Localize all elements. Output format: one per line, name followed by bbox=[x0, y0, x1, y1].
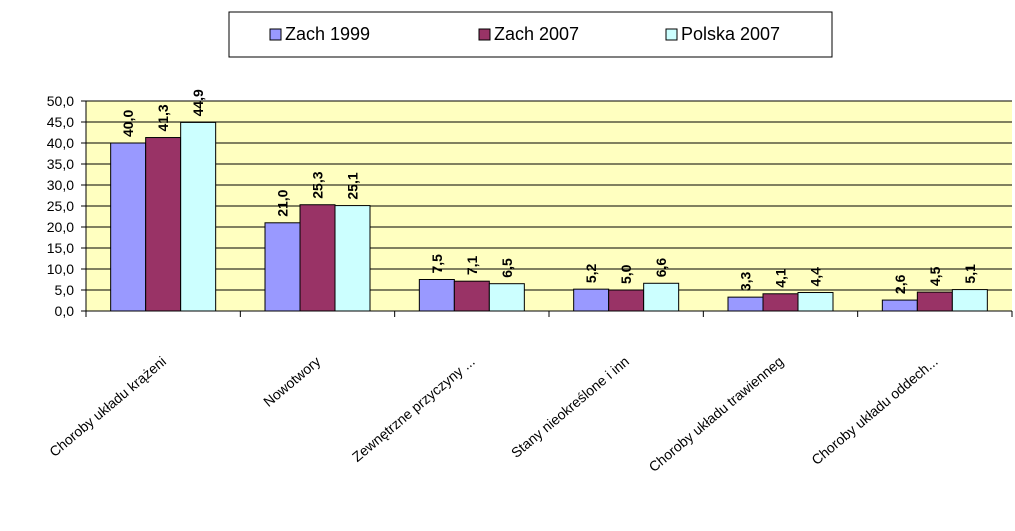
value-label: 21,0 bbox=[275, 189, 291, 216]
y-tick-label: 0,0 bbox=[55, 303, 75, 319]
value-label: 7,5 bbox=[429, 254, 445, 274]
legend-swatch bbox=[665, 28, 678, 41]
y-tick-label: 50,0 bbox=[47, 93, 74, 109]
legend: Zach 1999 Zach 2007 Polska 2007 bbox=[228, 11, 833, 58]
bar bbox=[488, 283, 525, 312]
bar bbox=[110, 142, 147, 312]
value-label: 6,5 bbox=[499, 258, 515, 278]
y-tick-label: 10,0 bbox=[47, 261, 74, 277]
y-tick-label: 5,0 bbox=[55, 282, 75, 298]
bar bbox=[762, 293, 799, 312]
value-label: 4,4 bbox=[808, 267, 824, 287]
x-tick-label: Stany nieokreślone i inn bbox=[508, 353, 632, 461]
value-label: 40,0 bbox=[120, 110, 136, 137]
bar bbox=[264, 222, 301, 312]
bar bbox=[608, 289, 645, 312]
value-label: 5,1 bbox=[962, 264, 978, 284]
x-tick-label: Choroby układu krążeni bbox=[46, 353, 169, 460]
bar bbox=[418, 279, 455, 312]
legend-swatch bbox=[269, 28, 282, 41]
y-tick-label: 45,0 bbox=[47, 114, 74, 130]
bar bbox=[797, 292, 834, 312]
value-label: 4,5 bbox=[927, 266, 943, 286]
legend-label: Zach 2007 bbox=[494, 24, 579, 44]
value-label: 2,6 bbox=[892, 274, 908, 294]
value-label: 6,6 bbox=[653, 258, 669, 278]
x-tick-label: Zewnętrzne przyczyny ... bbox=[349, 353, 478, 465]
value-label: 44,9 bbox=[190, 89, 206, 116]
value-label: 41,3 bbox=[155, 104, 171, 131]
value-label: 5,2 bbox=[583, 263, 599, 283]
value-label: 5,0 bbox=[618, 264, 634, 284]
bar bbox=[881, 299, 918, 312]
x-tick-label: Nowotwory bbox=[260, 353, 323, 410]
legend-swatch bbox=[478, 28, 491, 41]
legend-box bbox=[228, 11, 833, 58]
y-tick-label: 15,0 bbox=[47, 240, 74, 256]
value-label: 7,1 bbox=[464, 256, 480, 276]
legend-label: Polska 2007 bbox=[681, 24, 780, 44]
legend-label: Zach 1999 bbox=[285, 24, 370, 44]
value-label: 4,1 bbox=[773, 268, 789, 288]
bar bbox=[916, 291, 953, 312]
value-label: 25,3 bbox=[310, 171, 326, 198]
x-tick-label: Choroby układu trawienneg bbox=[646, 353, 787, 475]
y-tick-label: 40,0 bbox=[47, 135, 74, 151]
bar bbox=[727, 296, 764, 312]
value-label: 3,3 bbox=[738, 271, 754, 291]
bar bbox=[299, 204, 336, 312]
bar bbox=[453, 280, 490, 312]
y-tick-label: 30,0 bbox=[47, 177, 74, 193]
bar bbox=[951, 289, 988, 312]
y-tick-label: 20,0 bbox=[47, 219, 74, 235]
value-label: 25,1 bbox=[345, 172, 361, 199]
y-tick-label: 25,0 bbox=[47, 198, 74, 214]
bar bbox=[334, 205, 371, 312]
bar bbox=[145, 137, 182, 312]
bar bbox=[180, 121, 217, 312]
bar bbox=[573, 288, 610, 312]
x-tick-label: Choroby układu oddech... bbox=[808, 353, 941, 468]
bar bbox=[643, 282, 680, 312]
y-tick-label: 35,0 bbox=[47, 156, 74, 172]
